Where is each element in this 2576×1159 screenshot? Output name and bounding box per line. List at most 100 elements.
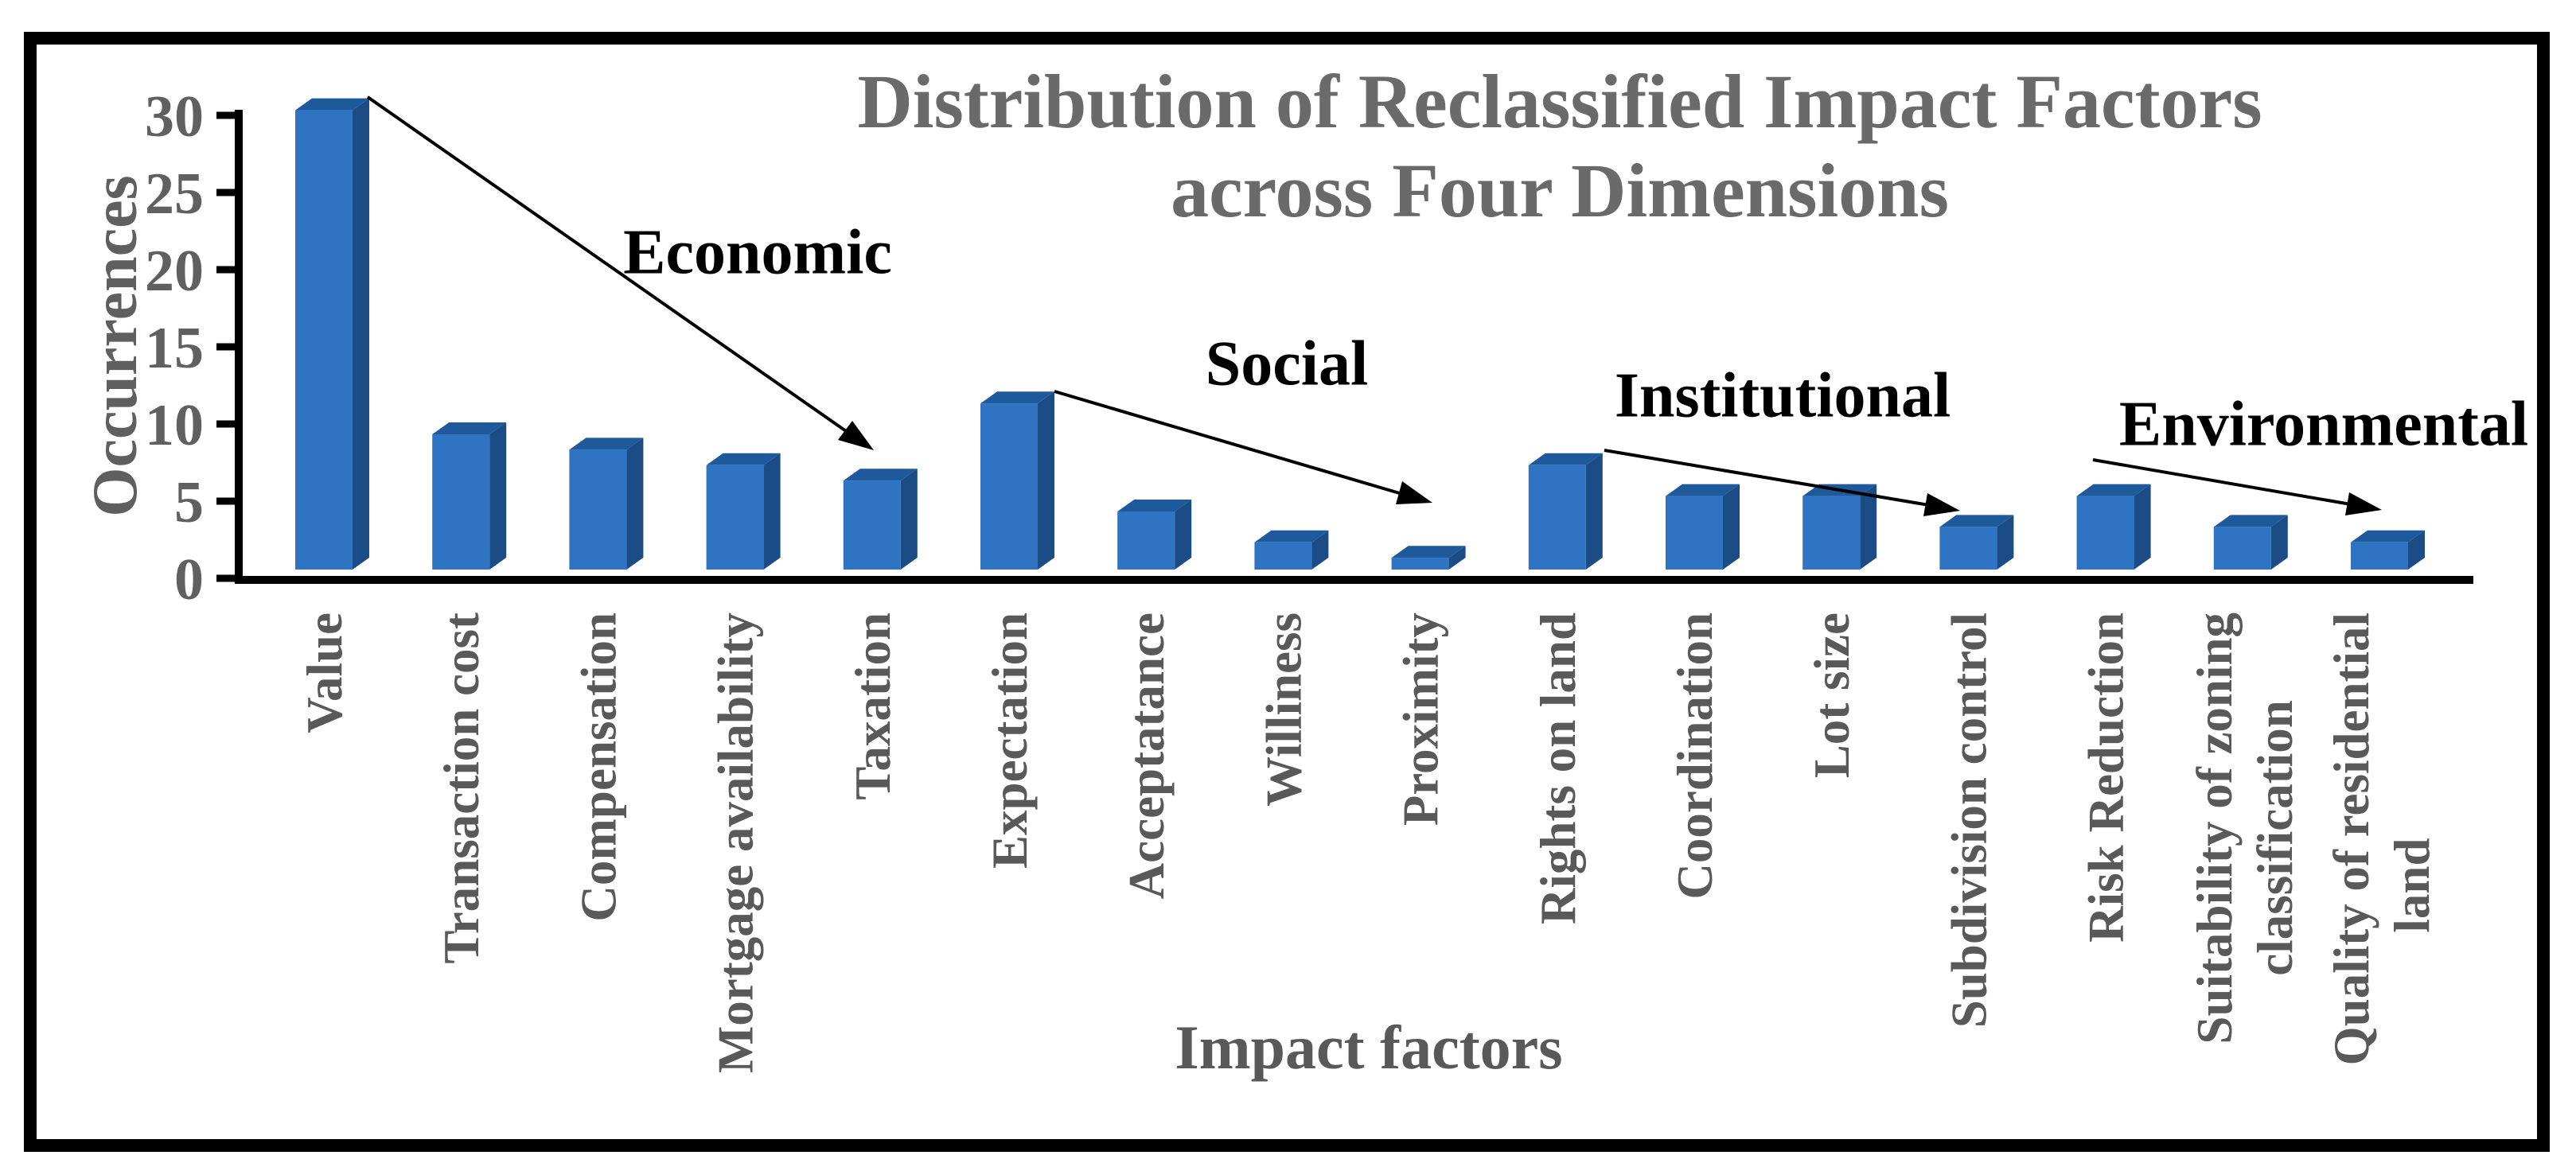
bar-3d [2213, 515, 2288, 570]
x-category-label: Taxation [845, 613, 901, 800]
bar-3d [1391, 546, 1466, 570]
bar-top-face [1528, 453, 1603, 465]
bar-front-face [1666, 496, 1723, 570]
x-category-label: Coordination [1667, 613, 1723, 900]
bar-3d [1528, 453, 1603, 570]
x-category-label: Proximity [1393, 613, 1449, 826]
x-category-label: Quality of residential [2324, 613, 2379, 1065]
dimension-label-social: Social [1205, 329, 1369, 399]
bar-3d [706, 453, 781, 570]
bar-front-face [1802, 496, 1861, 570]
bar-front-face [843, 480, 901, 570]
x-axis-category-labels: Value Transaction cost Compensation Mortgag… [297, 613, 2440, 1073]
bar-side-face [353, 98, 369, 570]
bar-top-face [2351, 530, 2425, 543]
bar-top-face [706, 453, 781, 465]
bar-top-face [1117, 500, 1192, 511]
bar-3d [432, 422, 507, 570]
bar-front-face [432, 434, 490, 570]
bar-side-face [1311, 530, 1329, 570]
bar-side-face [763, 453, 781, 570]
bar-front-face [295, 110, 353, 570]
chart-title-line2: across Four Dimensions [1171, 148, 1949, 233]
bar-side-face [1038, 391, 1054, 570]
bar-top-face [1939, 515, 2014, 527]
bar-top-face [432, 422, 507, 434]
dimension-label-economic: Economic [623, 217, 892, 288]
bar-3d [295, 98, 369, 570]
bar-3d [2351, 530, 2425, 570]
institutional-arrow [1604, 449, 1960, 516]
chart-title-line1: Distribution of Reclassified Impact Fact… [857, 59, 2262, 144]
bar-side-face [2134, 484, 2151, 570]
bar-side-face [900, 469, 918, 570]
bar-front-face [2213, 527, 2271, 570]
bar-3d [569, 438, 644, 570]
bars-group [295, 98, 2425, 570]
bar-front-face [1391, 558, 1449, 570]
x-category-label: Lot size [1804, 613, 1860, 778]
bar-3d [1939, 515, 2014, 570]
bar-top-face [2076, 484, 2151, 496]
bar-top-face [569, 438, 644, 450]
y-tick-label: 15 [145, 316, 204, 381]
x-category-label: Mortgage availability [708, 613, 764, 1073]
x-axis-title: Impact factors [1175, 1013, 1563, 1082]
y-tick-label: 25 [145, 161, 204, 227]
x-category-label: land [2384, 838, 2440, 933]
dimension-label-environmental: Environmental [2118, 389, 2529, 460]
y-tick-label: 20 [145, 239, 204, 304]
x-category-label: Williness [1256, 613, 1311, 807]
bar-front-face [569, 449, 627, 570]
x-category-label: Compensation [571, 613, 626, 922]
bar-front-face [2076, 496, 2134, 570]
bar-side-face [1448, 546, 1466, 570]
bar-front-face [706, 465, 764, 570]
x-category-label: Expectation [982, 613, 1038, 869]
bar-front-face [1117, 511, 1175, 570]
bar-front-face [980, 403, 1038, 570]
bar-3d [980, 391, 1054, 570]
y-axis-ticks: 0 5 10 15 20 25 30 [145, 84, 239, 613]
bar-3d [843, 469, 918, 570]
bar-side-face [626, 438, 644, 570]
bar-front-face [1528, 465, 1586, 570]
y-tick-label: 5 [174, 470, 204, 535]
x-category-label: Transaction cost [434, 613, 489, 964]
bar-front-face [1939, 527, 1997, 570]
bar-side-face [2408, 530, 2425, 570]
bar-front-face [2351, 542, 2408, 570]
chart-title: Distribution of Reclassified Impact Fact… [828, 57, 2292, 235]
bar-top-face [295, 98, 369, 111]
bar-side-face [2270, 515, 2288, 570]
bar-side-face [489, 422, 507, 570]
bar-3d [1254, 530, 1329, 570]
bar-3d [1117, 500, 1192, 570]
bar-3d [1666, 484, 1740, 570]
y-tick-label: 10 [145, 393, 204, 458]
bar-3d [1802, 484, 1877, 570]
economic-arrow [366, 95, 874, 450]
x-category-label: Subdivision control [1941, 613, 1997, 1028]
bar-top-face [980, 391, 1054, 404]
bar-side-face [1997, 515, 2014, 570]
bar-front-face [1254, 542, 1312, 570]
x-category-label: classification [2247, 700, 2303, 975]
bar-3d [2076, 484, 2151, 570]
x-category-label: Value [297, 613, 353, 733]
bar-top-face [1254, 530, 1329, 543]
x-category-label: Rights on land [1530, 613, 1586, 924]
y-tick-label: 30 [145, 84, 204, 150]
bar-side-face [1175, 500, 1192, 570]
bar-side-face [1585, 453, 1603, 570]
social-arrow [1054, 390, 1432, 504]
bar-top-face [2213, 515, 2288, 527]
figure-border-frame [24, 32, 2550, 1152]
x-category-label: Acceptatance [1119, 613, 1175, 899]
bar-top-face [1391, 546, 1466, 558]
dimension-label-institutional: Institutional [1614, 360, 1951, 431]
bar-top-face [1666, 484, 1740, 496]
bar-top-face [843, 469, 918, 481]
